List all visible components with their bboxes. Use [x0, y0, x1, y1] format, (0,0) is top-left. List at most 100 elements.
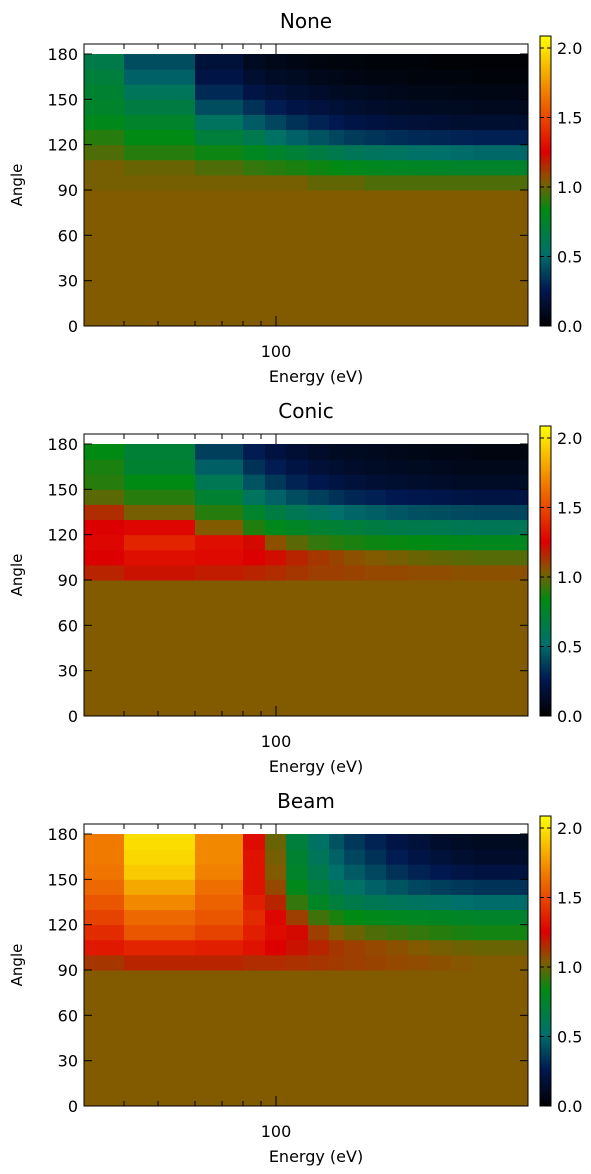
heatmap-cell [265, 459, 287, 475]
heatmap-cell [386, 159, 409, 176]
y-tick-label: 0 [68, 317, 78, 336]
heatmap-cell [84, 84, 125, 100]
heatmap-cell [124, 564, 159, 581]
heatmap-cell [286, 474, 309, 490]
heatmap-cell [158, 504, 196, 521]
heatmap-cell [408, 954, 431, 971]
heatmap-cell [430, 849, 452, 865]
heatmap-cell [451, 834, 474, 850]
heatmap-cell [308, 879, 330, 895]
heatmap-cell [243, 924, 266, 941]
heatmap-cell [84, 549, 125, 566]
heatmap-cell [158, 84, 196, 100]
heatmap-cell [195, 894, 244, 911]
heatmap-cell [124, 909, 159, 926]
heatmap-cell [329, 459, 345, 475]
heatmap-cell [124, 894, 159, 911]
heatmap-cell [84, 939, 125, 956]
y-tick-label: 90 [58, 571, 78, 590]
heatmap-cell [408, 549, 431, 566]
heatmap-cell [243, 444, 266, 460]
heatmap-cell [329, 474, 345, 490]
heatmap-cell [308, 894, 330, 911]
heatmap-cell [308, 924, 330, 941]
heatmap-cell [430, 864, 452, 880]
heatmap-cell [451, 549, 474, 566]
heatmap-cell [329, 834, 345, 850]
heatmap-cell [473, 159, 529, 176]
heatmap-cell [265, 129, 287, 146]
heatmap-cell [84, 99, 125, 115]
heatmap-cell [195, 909, 244, 926]
heatmap-cell [473, 69, 529, 85]
heatmap-cell [344, 69, 366, 85]
heatmap-cell [243, 549, 266, 566]
heatmap-cell [286, 174, 309, 191]
heatmap-cell [265, 159, 287, 176]
heatmap-cell [243, 909, 266, 926]
heatmap-cell [158, 474, 196, 490]
heatmap-cell [451, 159, 474, 176]
heatmap-cell [124, 144, 159, 161]
heatmap-cell [84, 54, 125, 70]
plot-frame [83, 823, 529, 1107]
heatmap-cell [386, 444, 409, 460]
heatmap-cell [308, 174, 330, 191]
heatmap-cell [243, 114, 266, 131]
heatmap-cell [473, 939, 529, 956]
x-tick-label: 100 [261, 1122, 292, 1141]
heatmap-cell [265, 864, 287, 880]
heatmap-cell [195, 864, 244, 880]
heatmap-cell [386, 939, 409, 956]
heatmap-cell [195, 954, 244, 971]
heatmap-cell [308, 144, 330, 161]
heatmap-cell [329, 864, 345, 880]
heatmap-cell [329, 114, 345, 131]
heatmap-cell [286, 519, 309, 536]
y-tick-label: 90 [58, 181, 78, 200]
heatmap-cell [158, 879, 196, 895]
heatmap-cell [344, 129, 366, 146]
heatmap-cell [473, 834, 529, 850]
heatmap-cell [365, 474, 387, 490]
heatmap-cell [430, 159, 452, 176]
heatmap-cell [329, 894, 345, 911]
colorbar: 0.0 0.5 1.0 1.5 2.0 [539, 35, 582, 336]
heatmap-cell [329, 54, 345, 70]
heatmap-cell [430, 924, 452, 941]
heatmap-cell [308, 864, 330, 880]
heatmap-cell [451, 924, 474, 941]
heatmap-cell [473, 894, 529, 911]
heatmap-cell [158, 459, 196, 475]
colorbar-tick-label: 2.0 [557, 819, 582, 838]
heatmap-cell [265, 534, 287, 551]
heatmap-cell [365, 174, 387, 191]
heatmap-cell [84, 909, 125, 926]
heatmap-cell [243, 849, 266, 865]
heatmap-cell [84, 489, 125, 505]
heatmap-cell [84, 924, 125, 941]
heatmap-cell [84, 190, 528, 326]
y-tick-label: 30 [58, 1052, 78, 1071]
heatmap-cell [473, 504, 529, 521]
heatmap-cell [430, 894, 452, 911]
heatmap-cell [124, 879, 159, 895]
heatmap-cell [344, 849, 366, 865]
heatmap-cell [365, 69, 387, 85]
heatmap-cell [308, 954, 330, 971]
plot-frame [83, 43, 529, 327]
heatmap-cell [286, 459, 309, 475]
heatmap-cell [386, 174, 409, 191]
heatmap-cell [451, 84, 474, 100]
heatmap-cell [195, 129, 244, 146]
heatmap-cell [308, 939, 330, 956]
heatmap-cell [265, 474, 287, 490]
heatmap-cell [265, 174, 287, 191]
heatmap-cell [286, 864, 309, 880]
heatmap-cell [430, 84, 452, 100]
heatmap-cell [308, 489, 330, 505]
heatmap-cell [265, 444, 287, 460]
heatmap-cell [329, 879, 345, 895]
heatmap-cell [195, 549, 244, 566]
